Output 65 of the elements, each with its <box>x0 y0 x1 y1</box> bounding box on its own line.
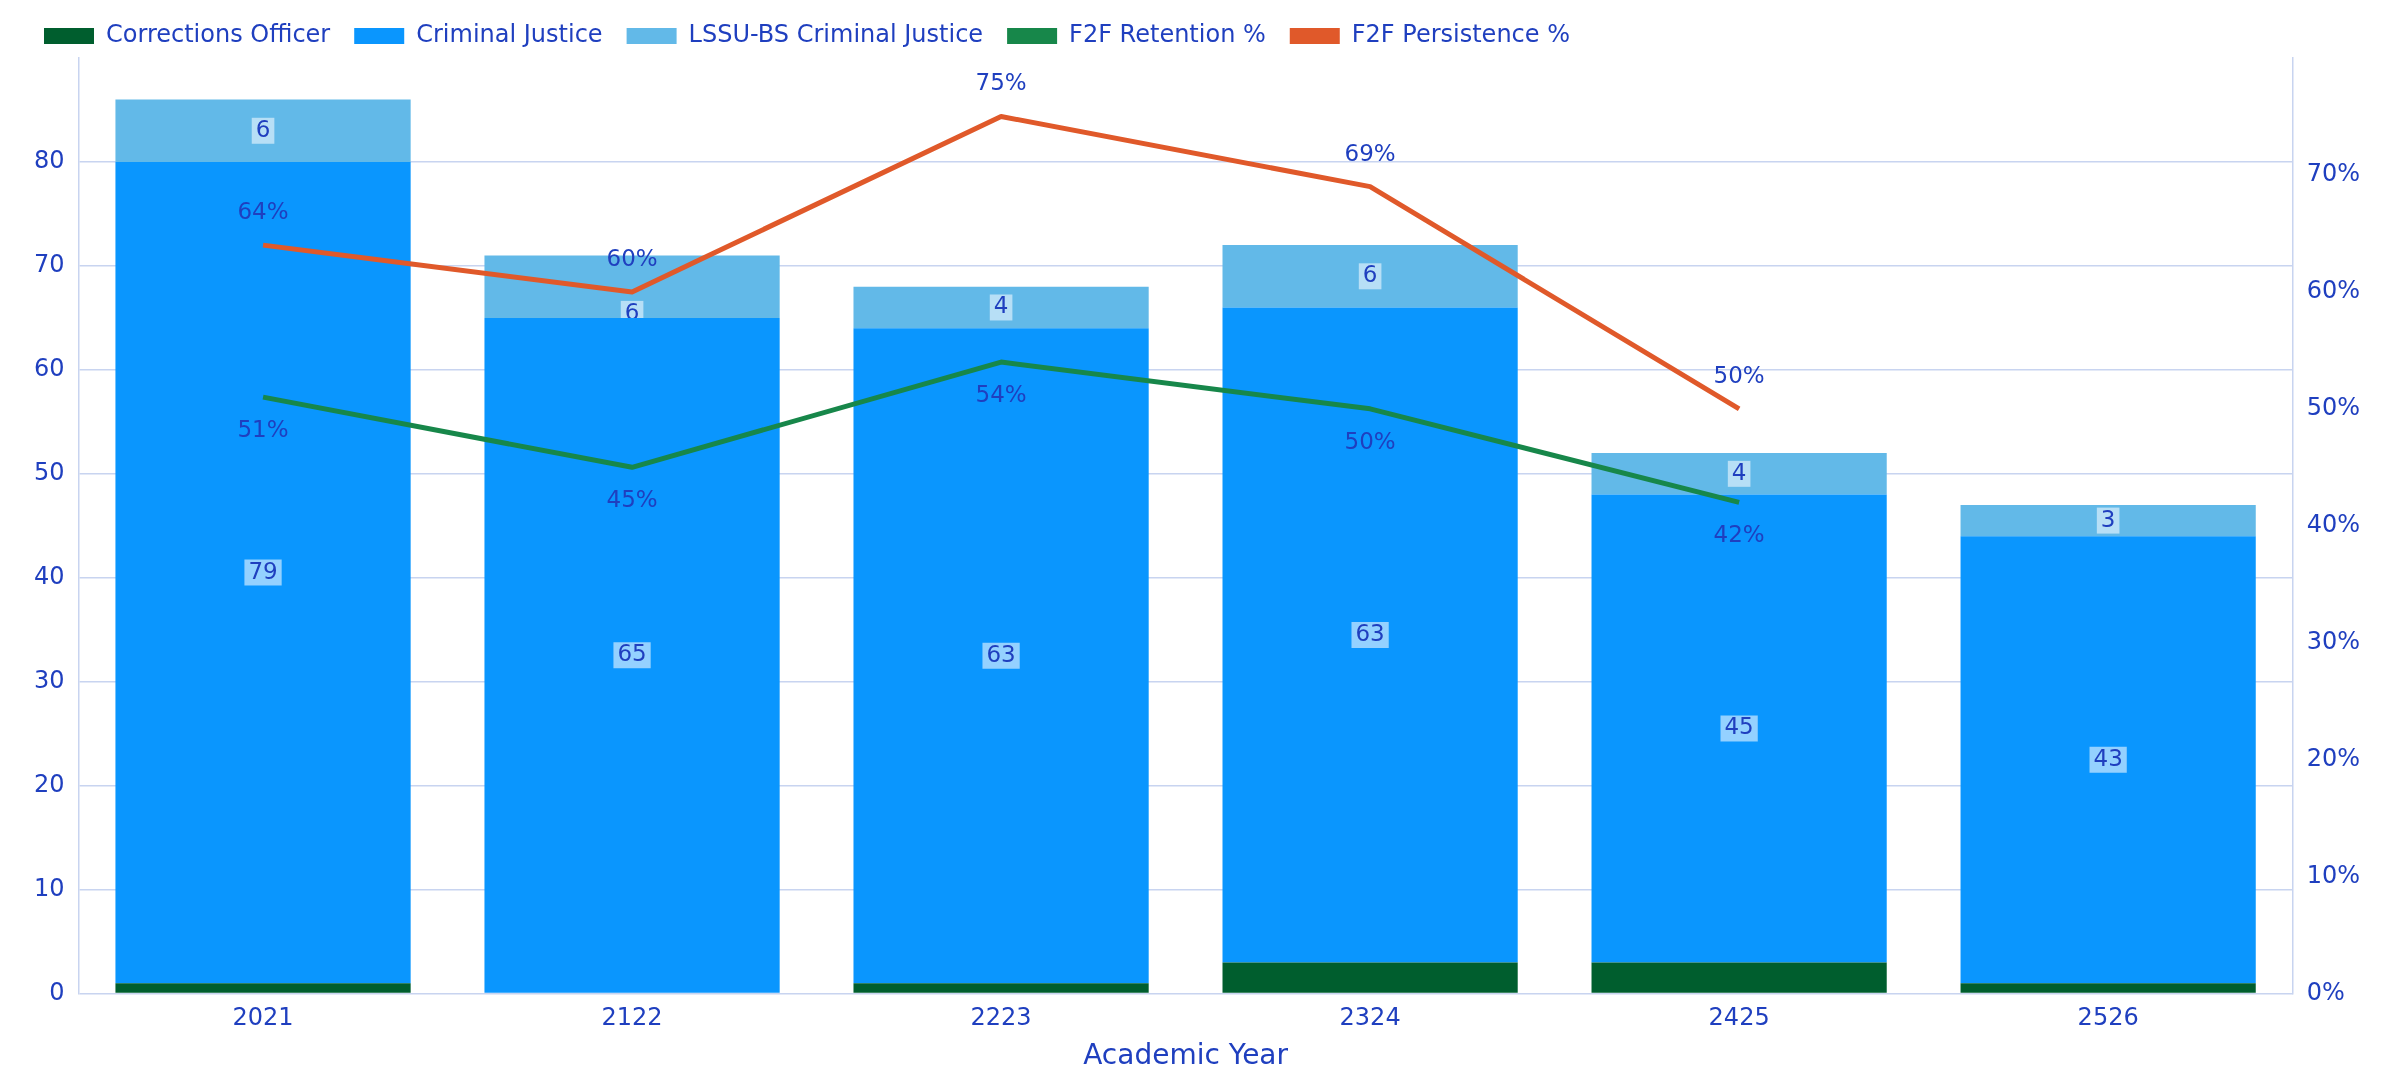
y-tick-label: 10 <box>33 873 65 902</box>
legend-label: LSSU-BS Criminal Justice <box>688 20 984 49</box>
data-label: 6 <box>255 115 271 142</box>
data-label: 79 <box>248 557 278 584</box>
bar <box>853 983 1149 993</box>
x-tick-label: 2425 <box>1708 1003 1770 1032</box>
bar <box>1591 962 1887 993</box>
x-tick-label: 2526 <box>2077 1003 2139 1032</box>
bar <box>1222 245 1518 308</box>
data-label: 54% <box>975 381 1027 408</box>
bar <box>1591 453 1887 495</box>
y-tick-label: 80 <box>33 146 65 175</box>
data-label: 43 <box>2093 744 2123 771</box>
data-label: 42% <box>1713 521 1765 548</box>
y-tick-label: 70 <box>33 250 65 279</box>
bar <box>853 328 1149 984</box>
bar <box>484 317 780 993</box>
bar <box>1960 505 2256 537</box>
bar <box>115 983 411 993</box>
x-tick-label: 2122 <box>601 1003 663 1032</box>
data-label: 50% <box>1344 427 1396 454</box>
bar <box>1222 962 1518 993</box>
x-tick-label: 2324 <box>1339 1003 1401 1032</box>
bar <box>1222 307 1518 963</box>
data-label: 3 <box>2100 505 2116 532</box>
bar <box>853 286 1149 329</box>
bar <box>1960 983 2256 993</box>
y-tick-label: 30 <box>33 665 65 694</box>
y2-tick-label: 30% <box>2306 626 2360 655</box>
y-tick-label: 40 <box>33 562 65 591</box>
y-tick-label: 20 <box>33 769 65 798</box>
bar <box>1591 494 1887 963</box>
data-label: 65 <box>617 640 647 667</box>
data-label: 63 <box>1355 619 1385 646</box>
legend-label: Corrections Officer <box>106 20 331 49</box>
legend-label: F2F Persistence % <box>1351 20 1570 49</box>
bar <box>115 99 411 162</box>
data-label: 45% <box>606 486 658 513</box>
data-label: 4 <box>993 292 1009 319</box>
x-tick-label: 2223 <box>970 1003 1032 1032</box>
y-tick-label: 50 <box>33 458 65 487</box>
y2-tick-label: 60% <box>2306 276 2360 305</box>
y2-tick-label: 0% <box>2306 977 2345 1006</box>
data-label: 4 <box>1731 458 1747 485</box>
y2-tick-label: 70% <box>2306 159 2360 188</box>
y2-tick-label: 50% <box>2306 393 2360 422</box>
x-axis-title: Academic Year <box>1083 1038 1289 1072</box>
data-label: 51% <box>237 416 289 443</box>
data-label: 45 <box>1724 713 1754 740</box>
x-tick-label: 2021 <box>232 1003 294 1032</box>
data-label: 69% <box>1344 139 1396 166</box>
y-tick-label: 0 <box>49 977 65 1006</box>
y2-tick-label: 20% <box>2306 743 2360 772</box>
bar <box>115 161 411 984</box>
data-label: 50% <box>1713 361 1765 388</box>
y-tick-label: 60 <box>33 354 65 383</box>
bar <box>1960 536 2256 984</box>
data-label: 64% <box>237 198 289 225</box>
y2-tick-label: 40% <box>2306 510 2360 539</box>
legend-label: Criminal Justice <box>416 20 603 49</box>
data-label: 75% <box>975 69 1027 96</box>
y2-tick-label: 10% <box>2306 860 2360 889</box>
data-label: 6 <box>1362 261 1378 288</box>
data-label: 63 <box>986 640 1016 667</box>
legend-label: F2F Retention % <box>1069 20 1266 49</box>
